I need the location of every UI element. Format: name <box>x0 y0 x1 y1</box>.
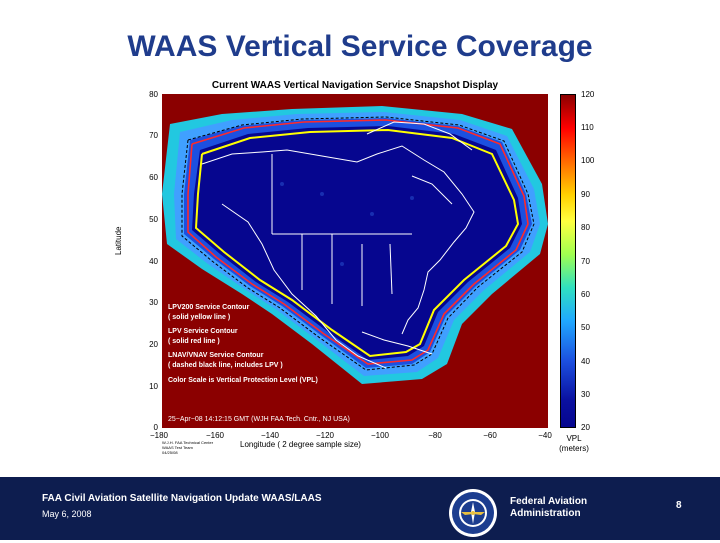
agency-name: Federal Aviation Administration <box>510 496 587 520</box>
slide-title: WAAS Vertical Service Coverage <box>127 30 593 63</box>
legend-lpv200-style: ( solid yellow line ) <box>168 313 231 321</box>
xtick-minus80: −80 <box>428 431 442 440</box>
colorbar-label: VPL (meters) <box>552 434 596 454</box>
legend-lnav-style: ( dashed black line, includes LPV ) <box>168 361 283 369</box>
colorbar-tick-50: 50 <box>581 323 590 332</box>
legend-lnav: LNAV/VNAV Service Contour <box>168 352 264 360</box>
coastlines <box>201 121 475 369</box>
colorbar-tick-100: 100 <box>581 156 595 165</box>
agency-line1: Federal Aviation <box>510 496 588 507</box>
credit-block: W.J.H. FAA Technical Center WAAS Test Te… <box>162 440 213 455</box>
page-number: 8 <box>676 500 682 511</box>
colorbar-tick-120: 120 <box>581 90 595 99</box>
faa-seal-icon <box>448 488 498 538</box>
ytick-80: 80 <box>149 90 158 99</box>
credit-line: 04/25/08 <box>162 450 178 455</box>
xtick-minus140: −140 <box>260 431 280 440</box>
x-axis-label: Longitude ( 2 degree sample size) <box>240 440 361 449</box>
legend-scale-note: Color Scale is Vertical Protection Level… <box>168 376 318 384</box>
colorbar-tick-20: 20 <box>581 423 590 432</box>
footer-bar <box>0 477 720 540</box>
lnav-vnav-contour <box>181 116 535 371</box>
footer-title: FAA Civil Aviation Satellite Navigation … <box>42 493 322 504</box>
colorbar-tick-60: 60 <box>581 290 590 299</box>
colorbar-tick-110: 110 <box>581 123 594 132</box>
snapshot-timestamp: 25−Apr−08 14:12:15 GMT (WJH FAA Tech. Cn… <box>168 416 350 423</box>
ytick-50: 50 <box>149 215 158 224</box>
colorbar-tick-30: 30 <box>581 390 590 399</box>
ytick-0: 0 <box>153 423 158 432</box>
legend-lpv200: LPV200 Service Contour <box>168 304 250 311</box>
credit-line: W.J.H. FAA Technical Center <box>162 440 214 445</box>
colorbar-tick-90: 90 <box>581 190 590 199</box>
lpv200-contour <box>194 128 520 358</box>
colorbar-label-units: (meters) <box>559 444 589 453</box>
xtick-minus100: −100 <box>370 431 390 440</box>
ytick-60: 60 <box>149 173 158 182</box>
xtick-minus160: −160 <box>205 431 225 440</box>
agency-line2: Administration <box>510 508 581 519</box>
colorbar-label-vpl: VPL <box>566 434 582 443</box>
footer-date: May 6, 2008 <box>42 509 92 519</box>
ytick-30: 30 <box>149 298 158 307</box>
credit-line: WAAS Test Team <box>162 445 193 450</box>
y-axis-label: Latitude <box>114 226 123 255</box>
map-title: Current WAAS Vertical Navigation Service… <box>211 80 499 91</box>
colorbar-tick-40: 40 <box>581 357 590 366</box>
ytick-20: 20 <box>149 340 158 349</box>
colorbar-tick-80: 80 <box>581 223 590 232</box>
xtick-minus60: −60 <box>483 431 497 440</box>
colorbar-tick-70: 70 <box>581 257 590 266</box>
vpl-colorbar <box>560 94 576 428</box>
xtick-minus180: −180 <box>149 431 169 440</box>
legend-lpv: LPV Service Contour <box>168 328 238 336</box>
ytick-70: 70 <box>149 131 158 140</box>
ytick-40: 40 <box>149 257 158 266</box>
coverage-map <box>162 94 548 428</box>
map-legend: LPV200 Service Contour ( solid yellow li… <box>168 303 428 385</box>
coverage-core <box>192 126 522 360</box>
ytick-10: 10 <box>149 382 158 391</box>
map-texture <box>280 182 414 266</box>
xtick-minus120: −120 <box>315 431 335 440</box>
legend-lpv-style: ( solid red line ) <box>168 337 220 345</box>
xtick-minus40: −40 <box>538 431 552 440</box>
